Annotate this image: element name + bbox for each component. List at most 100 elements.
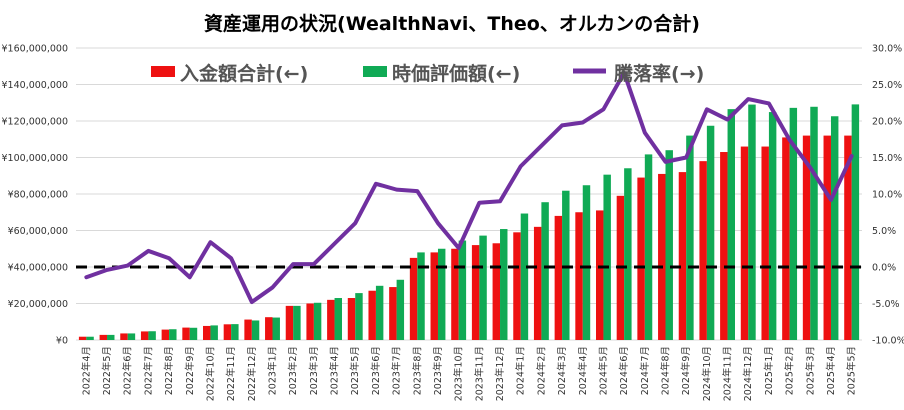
bar-value: [644, 154, 653, 340]
y-right-tick-label: -5.0%: [872, 299, 900, 310]
y-right-tick-label: 0.0%: [872, 263, 896, 274]
bar-deposit: [761, 146, 769, 340]
legend-label-deposit: 入金額合計(←): [180, 62, 308, 85]
rate-point: [664, 160, 667, 164]
x-tick-label: 2023年4月: [329, 346, 341, 395]
y-left-tick-label: ¥80,000,000: [8, 190, 68, 201]
y-left-tick-label: ¥40,000,000: [8, 263, 68, 274]
bar-value: [334, 298, 342, 340]
x-tick-label: 2024年1月: [515, 346, 527, 395]
bar-deposit: [120, 333, 128, 340]
bar-value: [127, 333, 136, 340]
x-tick-label: 2023年3月: [308, 346, 320, 395]
rate-point: [581, 120, 585, 124]
rate-point: [312, 262, 316, 266]
bar-deposit: [368, 290, 376, 340]
rate-point: [415, 189, 419, 193]
rate-point: [622, 71, 626, 75]
bar-deposit: [99, 334, 108, 340]
x-tick-label: 2025年1月: [763, 346, 775, 395]
x-tick-label: 2024年8月: [660, 346, 672, 395]
bar-value: [810, 106, 818, 341]
x-tick-label: 2024年10月: [701, 346, 713, 401]
rate-point: [208, 240, 212, 244]
rate-line-group: [84, 70, 854, 305]
bar-deposit: [575, 212, 583, 340]
bar-group: [78, 104, 860, 341]
bar-deposit: [203, 325, 211, 340]
bar-value: [830, 116, 839, 340]
x-tick-label: 2025年5月: [846, 346, 858, 395]
rate-point: [167, 256, 171, 260]
rate-point: [271, 285, 274, 289]
bar-deposit: [637, 177, 645, 340]
x-tick-label: 2022年9月: [184, 346, 196, 395]
bar-value: [562, 190, 570, 340]
bar-value: [624, 168, 632, 340]
bar-value: [437, 248, 446, 340]
x-tick-label: 2024年5月: [597, 346, 609, 395]
x-tick-label: 2022年8月: [163, 346, 175, 395]
x-tick-label: 2024年7月: [639, 346, 651, 395]
bar-deposit: [823, 135, 831, 340]
bar-value: [355, 293, 363, 340]
bar-deposit: [161, 329, 170, 340]
x-tick-label: 2024年12月: [742, 346, 754, 401]
bar-value: [169, 329, 177, 340]
rate-point: [291, 262, 295, 266]
y-left-tick-label: ¥100,000,000: [2, 153, 68, 164]
rate-point: [705, 107, 709, 111]
bar-deposit: [451, 248, 459, 340]
bar-deposit: [471, 245, 480, 340]
legend-swatch-value: [363, 66, 387, 77]
x-tick-label: 2024年9月: [680, 346, 692, 395]
x-tick-label: 2023年6月: [370, 346, 382, 395]
x-tick-label: 2025年2月: [784, 346, 796, 395]
rate-point: [126, 264, 130, 268]
x-tick-label: 2023年5月: [349, 346, 361, 395]
rate-point: [333, 242, 337, 246]
bar-deposit: [347, 298, 356, 340]
bar-value: [417, 252, 425, 340]
bar-deposit: [720, 152, 728, 340]
x-tick-label: 2025年3月: [804, 346, 816, 395]
x-tick-label: 2022年11月: [225, 346, 237, 401]
bar-value: [748, 104, 756, 340]
y-right-tick-label: -10.0%: [872, 336, 904, 347]
rate-point: [560, 123, 564, 127]
x-tick-label: 2023年7月: [391, 346, 403, 395]
bar-value: [210, 325, 218, 340]
bar-deposit: [244, 319, 252, 340]
bar-value: [272, 317, 280, 340]
x-tick-label: 2025年4月: [825, 346, 837, 395]
bar-value: [727, 109, 735, 340]
x-tick-label: 2024年11月: [722, 346, 734, 401]
bar-value: [520, 213, 529, 340]
y-right-tick-label: 5.0%: [872, 226, 896, 237]
rate-point: [188, 275, 192, 279]
bar-deposit: [306, 303, 314, 340]
y-left-tick-label: ¥0: [56, 336, 68, 347]
left-axis-ticks: ¥160,000,000 ¥140,000,000 ¥120,000,000 ¥100…: [2, 44, 68, 347]
rate-point: [767, 101, 771, 105]
bar-deposit: [389, 287, 397, 340]
bar-value: [293, 305, 301, 340]
x-tick-label: 2023年10月: [453, 346, 465, 401]
rate-point: [374, 182, 378, 186]
x-tick-label: 2022年10月: [204, 346, 216, 401]
bar-value: [479, 235, 487, 340]
x-axis-ticks: 2022年4月 2022年5月 2022年6月 2022年7月 2022年8月 2022年…: [80, 346, 857, 401]
bar-value: [251, 320, 260, 340]
bar-value: [706, 125, 715, 340]
y-right-tick-label: 25.0%: [872, 80, 902, 91]
bar-value: [686, 135, 694, 340]
bar-value: [313, 302, 322, 340]
legend: 入金額合計(←) 時価評価額(←) 騰落率(→): [151, 62, 704, 85]
rate-point: [498, 199, 502, 203]
bar-deposit: [596, 210, 604, 340]
bar-deposit: [699, 161, 707, 340]
x-tick-label: 2023年8月: [411, 346, 423, 395]
bar-value: [396, 279, 405, 340]
bar-value: [231, 324, 239, 340]
